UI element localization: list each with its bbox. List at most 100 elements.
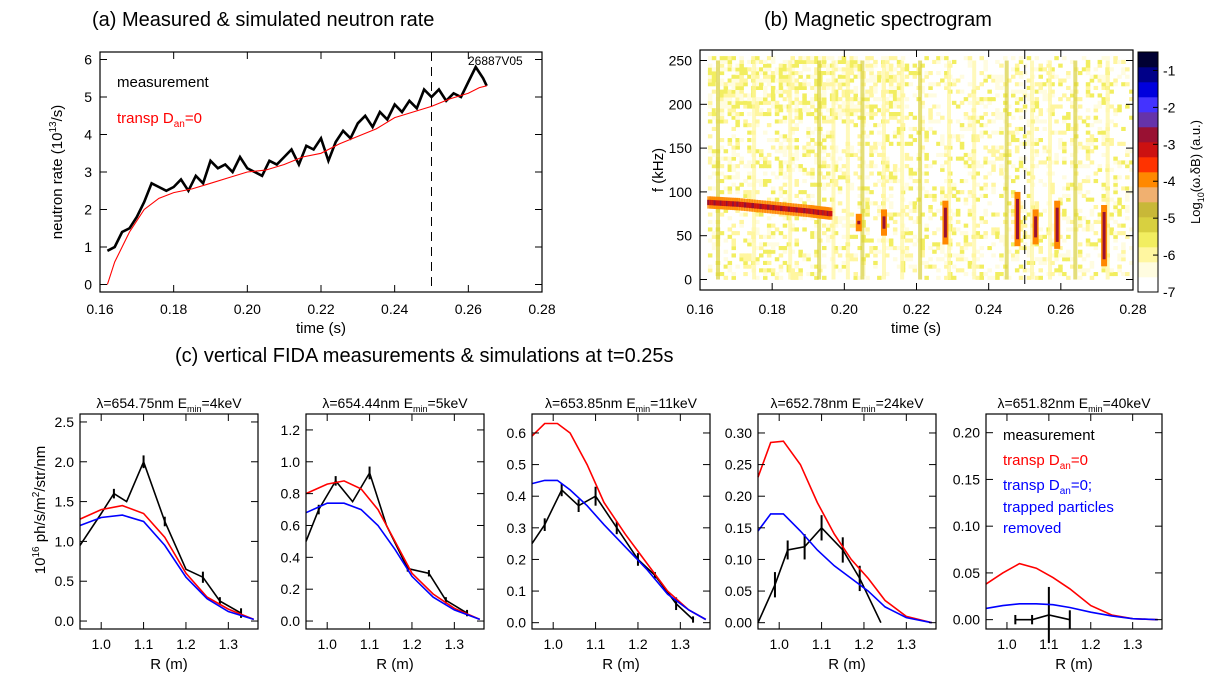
b-cell — [1050, 260, 1055, 265]
b-cell — [849, 149, 855, 154]
b-cell — [766, 197, 772, 202]
b-cell — [904, 182, 910, 187]
b-cell — [770, 190, 776, 195]
b-cell — [1113, 179, 1118, 184]
c5-xtick-label: 1.0 — [997, 636, 1017, 652]
b-band — [882, 60, 886, 280]
b-cell — [822, 223, 827, 228]
b-cell — [826, 130, 831, 135]
b-cell — [743, 100, 748, 105]
b-cell — [1050, 253, 1055, 258]
b-cell — [759, 71, 764, 76]
b-cell — [719, 112, 725, 117]
b-cell — [782, 160, 788, 165]
b-cell — [963, 238, 969, 243]
b-cell — [1038, 268, 1043, 273]
b-cell — [841, 74, 847, 79]
b-main-mode-core — [729, 201, 734, 207]
b-cell — [1062, 141, 1067, 146]
b-cell — [778, 190, 784, 195]
b-cell — [822, 119, 827, 124]
b-cell — [932, 193, 937, 198]
b-cell — [798, 85, 803, 90]
b-cell — [1093, 272, 1099, 277]
b-cell — [735, 100, 740, 105]
c4-xlabel: R (m) — [828, 656, 866, 673]
b-cell — [727, 59, 733, 64]
b-cell — [1042, 234, 1047, 239]
b-cell — [873, 89, 878, 94]
b-colorbar-swatch — [1138, 232, 1158, 248]
b-cell — [924, 223, 929, 228]
b-cell — [1113, 59, 1118, 64]
b-cell — [778, 164, 784, 169]
b-cell — [802, 56, 807, 61]
b-cell — [739, 71, 744, 76]
b-cell — [865, 253, 870, 258]
b-cell — [1062, 56, 1067, 61]
b-cell — [810, 272, 815, 277]
b-cell — [888, 100, 894, 105]
title-b: (b) Magnetic spectrogram — [764, 9, 992, 31]
b-cell — [1129, 160, 1134, 165]
b-cell — [853, 272, 858, 277]
b-cell — [975, 234, 980, 239]
b-cell — [979, 97, 984, 102]
b-cell — [1050, 71, 1055, 76]
b-cell — [790, 119, 795, 124]
b-cell — [826, 134, 831, 139]
b-cell — [896, 89, 902, 94]
b-colorbar-swatch — [1138, 262, 1158, 278]
b-cell — [723, 119, 729, 124]
b-cell — [983, 145, 988, 150]
b-cell — [1038, 275, 1043, 280]
b-cell — [1129, 149, 1134, 154]
b-cell — [888, 186, 894, 191]
b-cell — [849, 186, 855, 191]
c5-legend: measurement transp Dan=0 transp Dan=0; t… — [1003, 427, 1114, 537]
b-cell — [833, 149, 839, 154]
b-cell — [727, 63, 733, 68]
b-cell — [707, 186, 713, 191]
b-cell — [967, 82, 973, 87]
b-cell — [782, 175, 788, 180]
b-cell — [1121, 126, 1126, 131]
b-cell — [826, 152, 831, 157]
b-cell — [1125, 160, 1130, 165]
b-cell — [849, 59, 855, 64]
b-main-mode-core — [790, 206, 795, 213]
b-cell — [1007, 78, 1012, 83]
b-cell — [1014, 253, 1020, 258]
b-cell — [1058, 268, 1063, 273]
b-cell — [908, 134, 914, 139]
b-cell — [1085, 223, 1091, 228]
b-cell — [826, 63, 831, 68]
b-cell — [790, 156, 795, 161]
b-cell — [1089, 197, 1095, 202]
c2-xlabel: R (m) — [376, 656, 414, 673]
b-cell — [794, 238, 799, 243]
b-cell — [924, 56, 929, 61]
b-cell — [1050, 160, 1055, 165]
b-cell — [735, 171, 740, 176]
b-cell — [794, 193, 799, 198]
b-cell — [770, 56, 776, 61]
b-cell — [896, 74, 902, 79]
b-cell — [967, 100, 973, 105]
b-cell — [1018, 264, 1024, 269]
b-cell — [841, 260, 847, 265]
b-cell — [940, 197, 945, 202]
b-cell — [1121, 231, 1126, 236]
b-chirp-core — [882, 216, 886, 229]
b-cell — [1101, 182, 1106, 187]
b-cell — [759, 78, 764, 83]
b-cell — [873, 249, 878, 254]
b-cell — [755, 119, 760, 124]
b-cell — [782, 249, 788, 254]
b-cell — [1121, 71, 1126, 76]
b-cell — [806, 67, 811, 72]
b-cell — [896, 141, 902, 146]
b-cell — [782, 71, 788, 76]
b-cell — [774, 78, 780, 83]
